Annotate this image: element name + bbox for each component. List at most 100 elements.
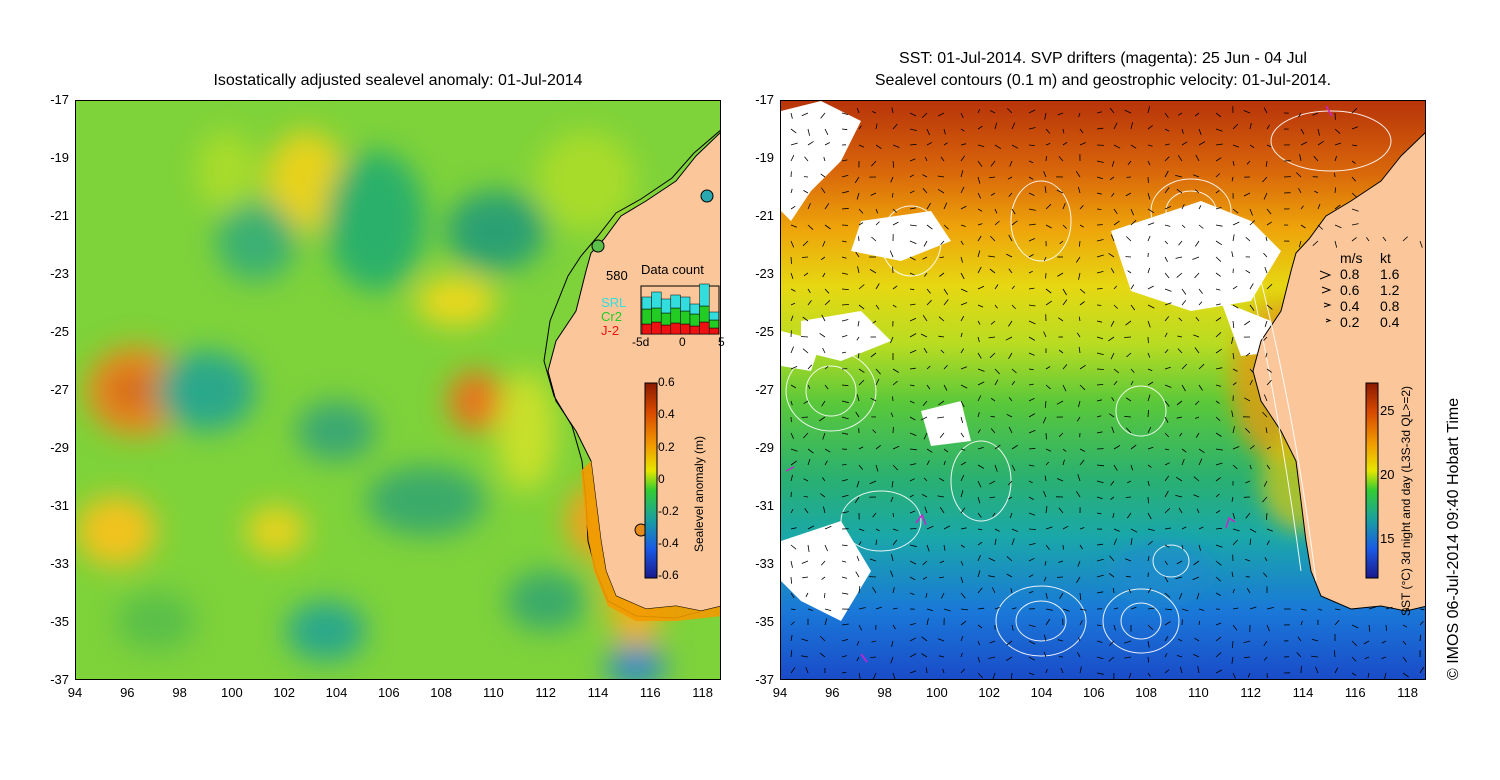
velocity-arrow: [1113, 624, 1116, 631]
velocity-arrow: [1147, 208, 1155, 214]
velocity-arrow: [1008, 496, 1013, 500]
geostrophic-velocity-arrows: [790, 106, 1425, 679]
velocity-arrow: [994, 538, 997, 546]
velocity-arrow: [1045, 461, 1050, 466]
velocity-arrow: [960, 205, 967, 210]
velocity-arrow: [1045, 224, 1052, 229]
velocity-arrow: [1062, 448, 1067, 452]
y-axis-tick-label: -27: [755, 382, 774, 397]
velocity-arrow: [1043, 576, 1047, 582]
velocity-arrow: [824, 224, 831, 230]
velocity-arrow: [1079, 608, 1087, 611]
sst-colorbar-label: 15: [1380, 531, 1395, 546]
velocity-arrow: [1109, 555, 1115, 562]
velocity-arrow: [1110, 234, 1115, 242]
velocity-arrow: [1125, 496, 1132, 498]
velocity-arrow: [1028, 192, 1035, 196]
velocity-arrow: [1215, 432, 1222, 437]
velocity-arrow: [1059, 240, 1064, 245]
velocity-arrow: [875, 606, 882, 610]
speed-legend-kt: 0.4: [1380, 314, 1400, 330]
velocity-arrow: [1077, 186, 1081, 194]
velocity-arrow: [994, 368, 1000, 375]
velocity-arrow: [977, 395, 982, 402]
velocity-arrow: [1215, 332, 1222, 338]
velocity-arrow: [1028, 254, 1034, 258]
velocity-arrow: [1147, 304, 1155, 309]
data-count-source-j2: J-2: [601, 323, 620, 338]
data-count-bar: [651, 307, 662, 323]
velocity-arrow: [1056, 478, 1064, 482]
velocity-arrow: [994, 444, 1001, 450]
velocity-arrow: [922, 560, 928, 566]
velocity-arrow: [1113, 445, 1121, 450]
velocity-arrow: [1232, 446, 1240, 450]
velocity-arrow: [1045, 366, 1051, 370]
velocity-arrow: [1215, 367, 1223, 370]
velocity-arrow: [1062, 224, 1067, 229]
sla-colorbar-label: -0.6: [658, 568, 679, 582]
velocity-arrow: [824, 365, 829, 370]
x-axis-tick-label: 104: [1030, 685, 1053, 700]
velocity-arrow: [1147, 587, 1152, 594]
velocity-arrow: [909, 224, 917, 227]
velocity-arrow: [1232, 320, 1235, 328]
velocity-arrow: [992, 672, 996, 679]
velocity-arrow: [1232, 234, 1235, 242]
velocity-arrow: [943, 608, 951, 612]
velocity-arrow: [1196, 508, 1200, 514]
data-count-bar: [689, 325, 700, 335]
velocity-arrow: [1006, 573, 1013, 578]
sla-colorbar: [644, 382, 658, 579]
velocity-arrow: [1197, 666, 1200, 674]
velocity-arrow: [994, 528, 1000, 532]
velocity-arrow: [1263, 192, 1268, 200]
velocity-arrow: [841, 159, 848, 162]
velocity-arrow: [1113, 285, 1118, 290]
x-axis-tick-label: 116: [639, 685, 661, 700]
velocity-arrow: [1112, 512, 1115, 518]
velocity-arrow: [875, 123, 878, 130]
velocity-arrow: [1043, 256, 1047, 261]
velocity-arrow: [1266, 528, 1273, 532]
x-axis-tick-label: 102: [273, 685, 296, 700]
velocity-arrow: [1402, 672, 1409, 678]
velocity-arrow: [875, 283, 880, 290]
velocity-arrow: [1266, 672, 1268, 678]
velocity-arrow: [960, 507, 966, 514]
velocity-arrow: [1176, 400, 1183, 406]
velocity-arrow: [1056, 400, 1064, 405]
velocity-arrow: [938, 400, 945, 406]
velocity-arrow: [858, 541, 862, 546]
velocity-arrow: [1181, 384, 1186, 392]
velocity-arrow: [909, 592, 915, 595]
velocity-arrow: [804, 156, 809, 162]
velocity-arrow: [1096, 574, 1104, 578]
velocity-arrow: [1176, 272, 1183, 278]
velocity-arrow: [1385, 624, 1387, 631]
velocity-arrow: [1096, 624, 1102, 626]
y-axis-tick-label: -25: [755, 324, 774, 339]
velocity-arrow: [1367, 672, 1370, 678]
velocity-arrow: [1164, 206, 1172, 210]
velocity-arrow: [790, 240, 795, 248]
velocity-arrow: [1124, 640, 1132, 644]
velocity-arrow: [1312, 112, 1319, 116]
data-count-max: 580: [606, 268, 628, 283]
velocity-arrow: [1175, 495, 1183, 498]
data-count-bar: [680, 310, 691, 325]
velocity-arrow: [807, 448, 814, 454]
sla-colorbar-label: 0.2: [658, 440, 675, 454]
velocity-arrow: [926, 299, 932, 306]
velocity-arrow: [820, 256, 826, 261]
velocity-arrow: [960, 668, 966, 674]
velocity-arrow: [1147, 285, 1154, 290]
velocity-arrow: [803, 272, 809, 277]
velocity-arrow: [1164, 128, 1170, 132]
velocity-arrow: [977, 412, 980, 418]
velocity-arrow: [1009, 512, 1013, 519]
velocity-arrow: [939, 432, 945, 439]
velocity-arrow: [841, 319, 849, 322]
velocity-arrow: [819, 635, 826, 642]
velocity-arrow: [1011, 285, 1015, 290]
